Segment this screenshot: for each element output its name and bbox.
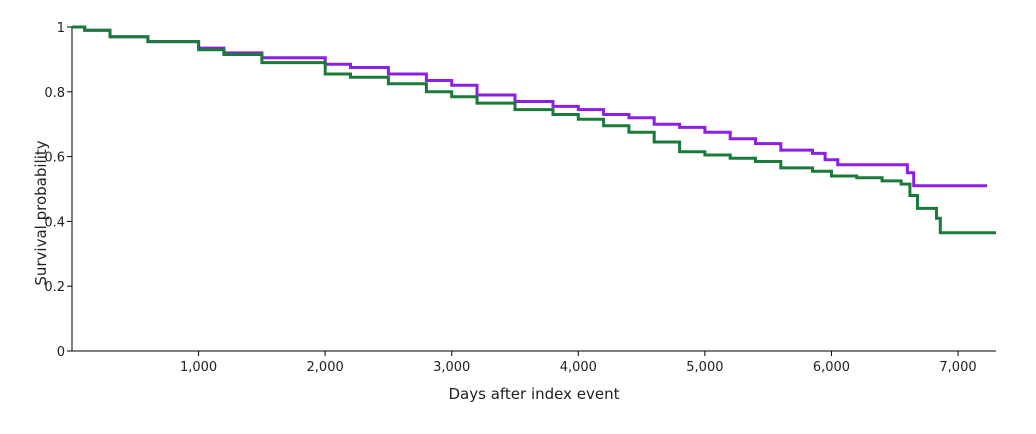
y-tick-label: 1 xyxy=(57,21,65,36)
x-tick-label: 4,000 xyxy=(560,360,597,375)
x-tick-label: 7,000 xyxy=(939,360,976,375)
y-tick-label: 0.4 xyxy=(44,215,65,230)
plot-area: 1,000 2,000 3,000 4,000 5,000 6,000 7,000 0 0.2… xyxy=(44,21,996,375)
y-axis-ticks: 0 0.2 0.4 0.6 0.8 1 xyxy=(44,21,72,360)
y-tick-label: 0.2 xyxy=(44,280,65,295)
x-tick-label: 5,000 xyxy=(686,360,723,375)
x-axis-label: Days after index event xyxy=(449,385,620,403)
y-tick-label: 0.6 xyxy=(44,151,65,166)
x-tick-label: 6,000 xyxy=(813,360,850,375)
y-tick-label: 0 xyxy=(57,345,65,360)
survival-curve-2 xyxy=(72,25,996,235)
series-layer xyxy=(72,25,996,235)
x-axis-ticks: 1,000 2,000 3,000 4,000 5,000 6,000 7,000 xyxy=(180,351,977,375)
x-tick-label: 1,000 xyxy=(180,360,217,375)
x-tick-label: 2,000 xyxy=(307,360,344,375)
x-tick-label: 3,000 xyxy=(433,360,470,375)
y-tick-label: 0.8 xyxy=(44,86,65,101)
y-axis-label: Survival probability xyxy=(32,140,50,285)
